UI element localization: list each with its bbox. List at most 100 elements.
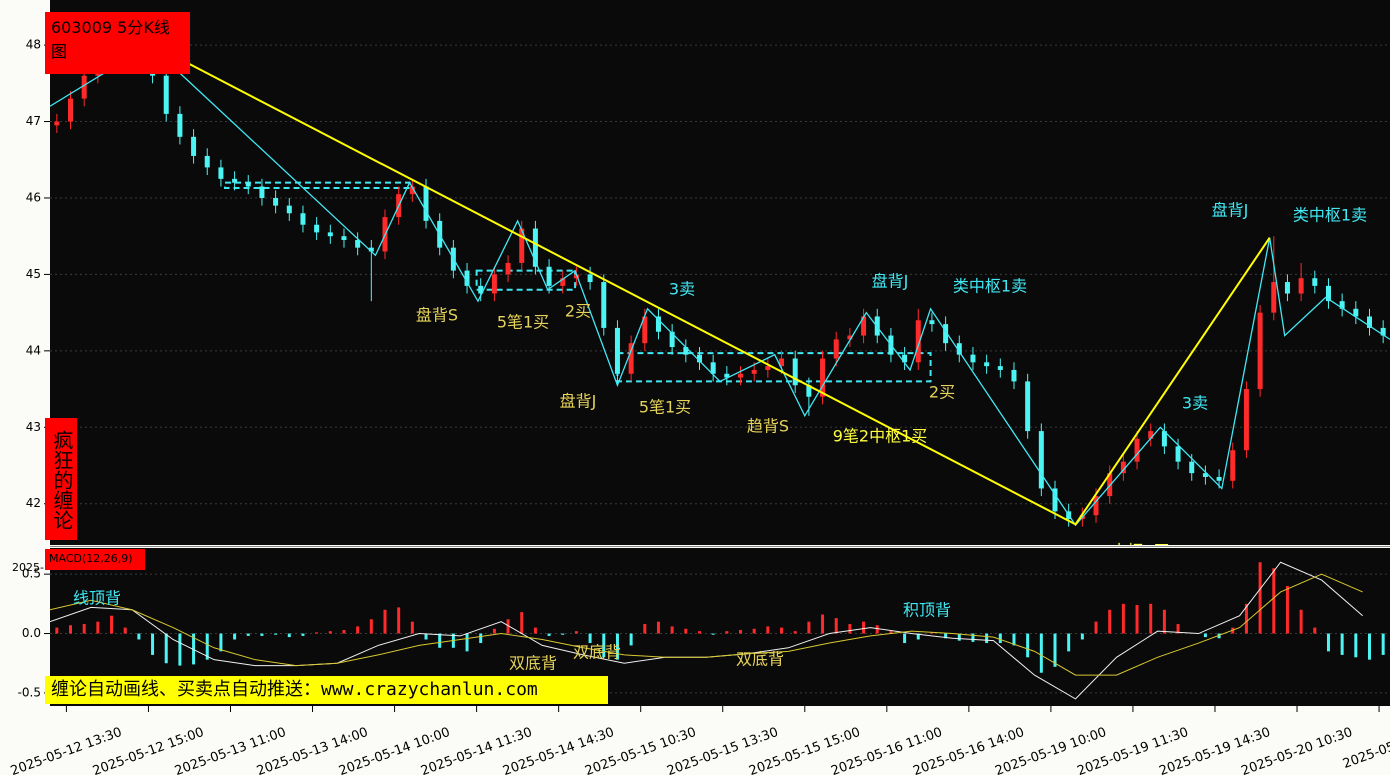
macd-bar (1121, 603, 1125, 634)
macd-bar (178, 633, 182, 666)
annotation: 3卖 (669, 280, 695, 299)
candle-body (1025, 381, 1031, 432)
candle-body (587, 274, 593, 283)
macd-bar (1094, 621, 1098, 634)
candle-body (710, 362, 716, 374)
macd-bar (807, 621, 811, 634)
candle-body (738, 373, 744, 378)
annotation: 双底背 (509, 654, 557, 673)
macd-bar (889, 631, 893, 634)
macd-bar (287, 633, 291, 638)
candle-body (1175, 446, 1181, 462)
macd-bar (69, 625, 73, 634)
chart-title: 603009 5分K线图 (45, 12, 190, 74)
macd-bar (643, 624, 647, 634)
candle-body (314, 224, 320, 233)
candle-body (1093, 496, 1099, 516)
candle-body (68, 98, 74, 122)
candle-body (300, 213, 306, 225)
macd-bar (834, 618, 838, 634)
macd-bar (697, 631, 701, 634)
macd-bar (711, 633, 715, 635)
macd-bar (260, 633, 264, 636)
macd-bar (985, 633, 989, 644)
y-tick-label: 48 (26, 38, 41, 52)
macd-bar (1026, 633, 1030, 658)
annotation: 5笔1买 (639, 398, 691, 417)
candle-body (218, 167, 224, 179)
macd-bar (506, 619, 510, 634)
macd-line (50, 573, 1363, 676)
candle-body (642, 316, 648, 344)
macd-bar (1272, 568, 1276, 634)
macd-bar (219, 633, 223, 652)
annotation: 盘背J (560, 392, 597, 411)
annotation: 2买 (565, 302, 591, 321)
annotation: 积顶背 (903, 601, 951, 620)
candle-body (956, 343, 962, 355)
macd-bar (1067, 633, 1071, 652)
candle-body (669, 331, 675, 348)
candle-body (191, 136, 197, 156)
macd-bar (479, 633, 483, 644)
candle-body (245, 182, 251, 187)
annotation: 5笔1买 (497, 313, 549, 332)
macd-bar (465, 633, 469, 652)
candle-body (1243, 389, 1249, 451)
macd-bar (424, 633, 428, 640)
candle-body (929, 320, 935, 325)
macd-bar (246, 633, 250, 636)
y-tick-label: 42 (26, 496, 41, 510)
candle-body (259, 186, 265, 198)
candle-body (573, 274, 579, 279)
candle-body (1271, 282, 1277, 313)
macd-bar (137, 633, 141, 640)
banner: 缠论自动画线、买卖点自动推送：www.crazychanlun.com (45, 676, 608, 704)
candle-body (1202, 473, 1208, 477)
candle-body (1366, 316, 1372, 328)
macd-bar (957, 633, 961, 641)
candle-body (273, 197, 279, 206)
candle-body (1353, 308, 1359, 317)
candle-body (902, 354, 908, 363)
macd-bar (574, 631, 578, 634)
candle-body (1380, 327, 1386, 336)
macd-bar (848, 624, 852, 634)
candle-body (505, 262, 511, 275)
candle-body (81, 75, 87, 99)
macd-bar (1340, 633, 1344, 655)
y-tick-label: 0.0 (22, 626, 41, 640)
macd-bar (492, 628, 496, 634)
macd-bar (903, 633, 907, 644)
candle-body (943, 324, 949, 344)
macd-bar (151, 633, 155, 655)
candle-body (464, 270, 470, 286)
macd-bar (588, 633, 592, 644)
macd-bar (233, 633, 237, 640)
macd-bar (82, 624, 86, 634)
annotation: 2买 (929, 383, 955, 402)
annotation: 盘背J (1212, 201, 1249, 220)
candle-body (997, 366, 1003, 370)
macd-bar (274, 633, 278, 635)
candle-body (163, 75, 169, 114)
candle-body (519, 228, 525, 263)
center-box (475, 269, 577, 291)
macd-bar (110, 615, 114, 634)
macd-bar (356, 626, 360, 634)
candle-body (327, 232, 333, 237)
candle-body (861, 316, 867, 336)
annotation: 9笔2中枢1买 (833, 427, 928, 446)
candle-body (751, 369, 757, 374)
candle-body (655, 316, 661, 332)
annotation: 类中枢1卖 (1293, 206, 1367, 225)
annotation: 趋背S (747, 417, 789, 436)
macd-bar (602, 633, 606, 658)
y-tick-label: 46 (26, 190, 41, 204)
candle-body (806, 385, 812, 397)
macd-bar (1244, 603, 1248, 634)
side-label: 疯狂的缠论 (45, 418, 77, 540)
macd-bar (1108, 609, 1112, 634)
macd-bar (1354, 633, 1358, 658)
